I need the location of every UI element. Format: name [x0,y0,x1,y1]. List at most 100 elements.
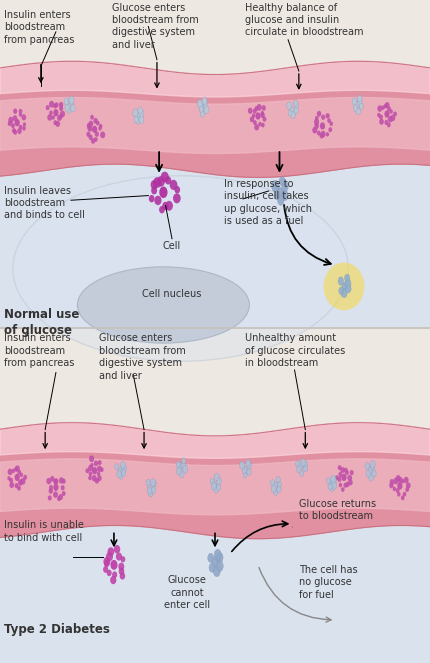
Ellipse shape [54,478,58,485]
Ellipse shape [247,469,251,475]
Ellipse shape [294,107,298,114]
Ellipse shape [59,105,63,111]
Ellipse shape [398,477,402,483]
Ellipse shape [357,95,362,102]
Ellipse shape [119,473,123,479]
Ellipse shape [338,465,341,470]
Ellipse shape [396,475,400,481]
Ellipse shape [177,467,181,475]
Ellipse shape [49,485,53,490]
Ellipse shape [329,121,333,126]
Text: Insulin is unable
to bind with cell: Insulin is unable to bind with cell [4,520,84,543]
Ellipse shape [22,114,26,121]
Ellipse shape [254,124,259,131]
Ellipse shape [59,102,63,107]
Ellipse shape [261,123,265,127]
Ellipse shape [135,117,140,125]
Ellipse shape [121,465,126,472]
Ellipse shape [86,468,89,473]
Ellipse shape [247,462,252,469]
Ellipse shape [250,117,254,122]
Ellipse shape [117,470,121,477]
Ellipse shape [277,188,283,197]
Ellipse shape [404,477,408,483]
Ellipse shape [388,116,393,123]
Ellipse shape [258,122,262,127]
Ellipse shape [15,473,20,481]
Ellipse shape [401,495,405,501]
Ellipse shape [8,117,13,123]
Ellipse shape [157,176,165,186]
Ellipse shape [209,563,215,572]
Ellipse shape [261,112,265,118]
Ellipse shape [359,103,363,109]
Ellipse shape [179,470,184,478]
Ellipse shape [253,109,257,113]
Ellipse shape [387,107,391,111]
Ellipse shape [59,114,62,119]
Ellipse shape [211,483,216,490]
Ellipse shape [314,119,319,125]
Ellipse shape [99,124,102,129]
Ellipse shape [338,277,344,285]
Ellipse shape [272,180,279,192]
Ellipse shape [159,186,168,198]
Ellipse shape [87,123,91,129]
Ellipse shape [17,486,21,491]
Ellipse shape [379,119,384,125]
Ellipse shape [121,469,126,476]
Ellipse shape [87,125,92,132]
Ellipse shape [53,483,58,491]
Ellipse shape [277,486,281,493]
Ellipse shape [149,195,154,202]
Ellipse shape [356,101,359,107]
Ellipse shape [377,113,381,117]
Ellipse shape [8,121,12,126]
Ellipse shape [21,478,25,485]
Ellipse shape [350,470,354,475]
Ellipse shape [13,115,17,121]
Ellipse shape [240,461,245,469]
Ellipse shape [315,116,319,121]
Ellipse shape [291,111,295,119]
Ellipse shape [214,549,221,560]
Ellipse shape [97,465,102,472]
Ellipse shape [106,552,113,561]
Ellipse shape [397,492,401,497]
Ellipse shape [55,121,60,127]
Text: In response to
insulin, cell takes
up glucose, which
is used as a fuel: In response to insulin, cell takes up gl… [224,179,312,226]
Ellipse shape [338,472,342,477]
Ellipse shape [154,196,162,205]
Ellipse shape [17,470,21,475]
Ellipse shape [112,572,117,578]
Ellipse shape [162,202,169,210]
Ellipse shape [300,470,304,477]
Ellipse shape [312,127,317,133]
Ellipse shape [147,485,152,492]
Ellipse shape [152,481,157,487]
Ellipse shape [331,475,336,483]
Ellipse shape [213,566,220,577]
Ellipse shape [49,111,53,115]
Ellipse shape [295,461,300,467]
Ellipse shape [253,120,257,125]
Ellipse shape [338,477,341,482]
Ellipse shape [261,105,266,111]
Ellipse shape [62,491,65,496]
Ellipse shape [119,467,123,475]
Ellipse shape [387,123,391,127]
Ellipse shape [317,111,321,117]
Ellipse shape [356,108,360,115]
Ellipse shape [396,488,399,493]
Ellipse shape [98,460,101,465]
Ellipse shape [173,194,181,204]
Ellipse shape [340,467,345,473]
Ellipse shape [384,103,387,108]
Ellipse shape [200,111,204,117]
Ellipse shape [279,176,285,186]
Ellipse shape [320,131,326,137]
Ellipse shape [69,98,74,105]
Ellipse shape [216,484,221,491]
Ellipse shape [344,274,350,282]
Ellipse shape [52,115,55,120]
